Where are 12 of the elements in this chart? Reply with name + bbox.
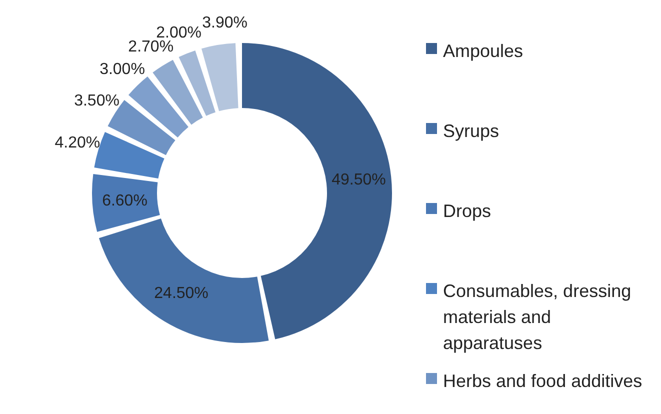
- data-label: 3.90%: [202, 14, 248, 32]
- legend-label: Herbs and food additives: [443, 370, 642, 393]
- legend-label: Ampoules: [443, 40, 524, 63]
- legend-label: Syrups: [443, 120, 500, 143]
- legend-label: Consumables, dressing materials and apparatuses: [443, 280, 632, 355]
- data-label: 24.50%: [154, 285, 208, 302]
- data-label: 3.00%: [100, 61, 145, 78]
- data-label: 3.50%: [74, 92, 120, 110]
- data-label: 49.50%: [332, 171, 386, 188]
- data-label: 6.60%: [102, 192, 148, 210]
- data-label: 4.20%: [54, 134, 100, 152]
- legend-label: Drops: [443, 200, 492, 223]
